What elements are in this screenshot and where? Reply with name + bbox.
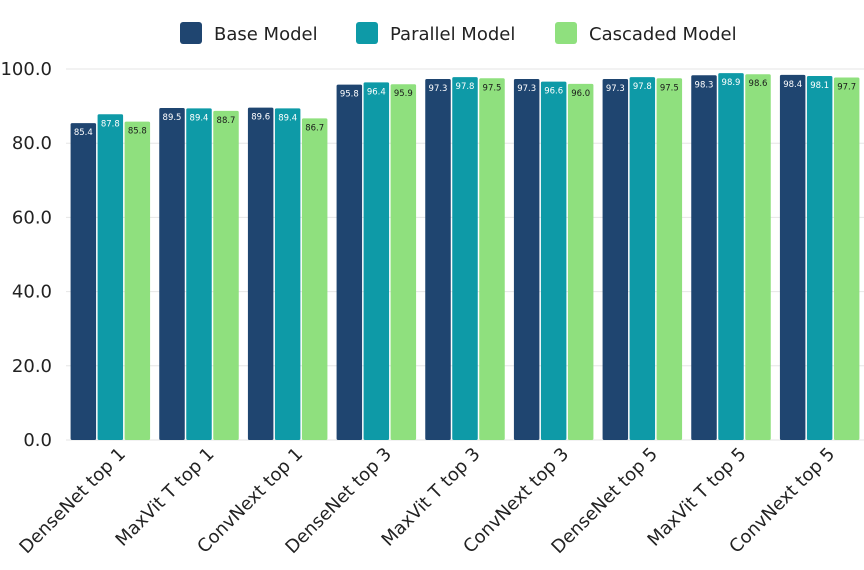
data-label: 97.8: [456, 82, 475, 92]
data-label: 86.7: [305, 123, 324, 133]
data-label: 89.5: [163, 113, 182, 123]
data-label: 89.6: [251, 113, 270, 123]
legend-label: Cascaded Model: [589, 24, 737, 45]
bars: 85.4 87.8 85.8 89.5 89.4 88.7 89.6 89.4 86.7 95.8…: [70, 73, 860, 441]
bar: [629, 77, 656, 441]
y-tick-label: 60.0: [12, 207, 52, 228]
data-label: 97.5: [660, 83, 679, 93]
bar: [745, 74, 771, 440]
data-label: 97.3: [606, 84, 625, 94]
data-label: 96.0: [571, 89, 590, 99]
y-tick-label: 0.0: [23, 430, 52, 451]
data-label: 97.3: [429, 84, 448, 94]
legend: Base Model Parallel Model Cascaded Model: [180, 22, 737, 45]
data-label: 85.8: [128, 127, 147, 137]
bar: [567, 83, 594, 440]
y-tick-label: 80.0: [12, 133, 52, 154]
bar: [479, 78, 505, 441]
legend-label: Parallel Model: [390, 24, 515, 45]
data-label: 96.4: [367, 87, 386, 97]
data-label: 96.6: [544, 87, 563, 97]
bar: [301, 118, 328, 440]
data-label: 85.4: [74, 128, 93, 138]
bar: [247, 107, 274, 441]
legend-swatch: [180, 22, 202, 44]
data-label: 98.3: [695, 80, 714, 90]
data-label: 98.1: [810, 81, 829, 91]
bar: [390, 84, 417, 440]
bar: [452, 77, 478, 441]
bar: [97, 114, 124, 441]
bar: [70, 123, 97, 440]
bar: [656, 78, 683, 441]
legend-label: Base Model: [214, 24, 318, 45]
bar: [159, 107, 185, 440]
data-label: 95.8: [340, 90, 359, 100]
data-label: 98.6: [749, 79, 768, 89]
bar: [513, 79, 540, 440]
y-tick-label: 100.0: [0, 59, 52, 80]
bar: [124, 121, 151, 440]
bar: [602, 79, 629, 440]
data-label: 95.9: [394, 89, 413, 99]
legend-swatch: [555, 22, 577, 44]
data-label: 89.4: [278, 113, 297, 123]
data-label: 97.7: [837, 83, 856, 93]
bar: [363, 82, 390, 440]
x-tick-label: DenseNet top 1: [15, 444, 129, 558]
data-label: 88.7: [217, 116, 236, 126]
bar: [833, 77, 860, 441]
bar: [186, 108, 212, 441]
y-tick-label: 40.0: [12, 282, 52, 303]
data-label: 98.9: [722, 78, 741, 88]
data-label: 89.4: [190, 113, 209, 123]
bar: [213, 110, 239, 440]
bar: [691, 75, 717, 440]
y-tick-label: 20.0: [12, 356, 52, 377]
bar: [779, 74, 806, 440]
bar: [425, 79, 451, 440]
bar: [806, 76, 833, 440]
data-label: 97.3: [517, 84, 536, 94]
bar: [540, 81, 567, 440]
data-label: 98.4: [783, 80, 802, 90]
bar: [274, 108, 301, 441]
bar: [336, 84, 363, 440]
legend-swatch: [356, 22, 378, 44]
bar: [718, 73, 744, 441]
data-label: 97.5: [483, 83, 502, 93]
data-label: 87.8: [101, 119, 120, 129]
data-label: 97.8: [633, 82, 652, 92]
